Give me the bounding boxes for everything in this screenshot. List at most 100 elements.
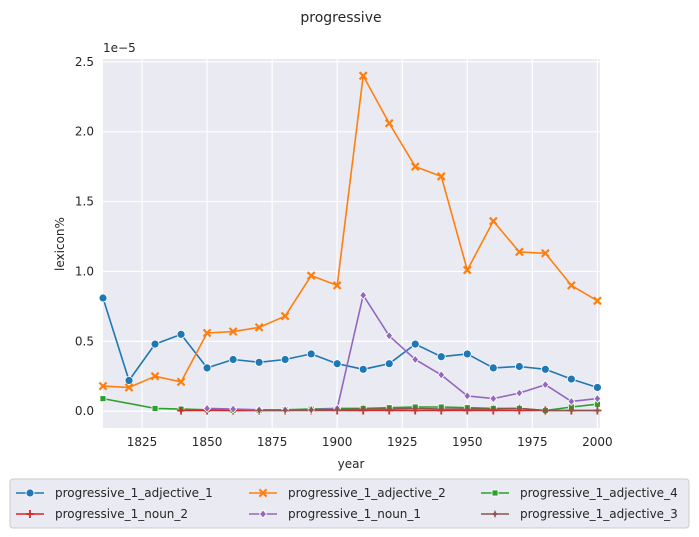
data-point [280,355,290,364]
data-point [98,293,108,303]
data-point [541,380,550,390]
series-markers [98,71,602,415]
data-point [436,172,446,181]
data-point [306,271,316,281]
data-point [254,406,264,415]
legend-marker [25,488,35,498]
data-point [410,162,420,172]
legend-marker [491,489,499,497]
data-point [176,377,186,387]
data-point [489,394,498,404]
y-axis-scale-label: 1e−5 [103,41,136,55]
y-tick-label: 2.5 [75,55,94,69]
x-tick-label: 1875 [257,435,288,449]
data-point [488,216,498,226]
data-point [150,339,160,349]
data-point [280,311,290,321]
data-point [541,406,550,415]
data-point [254,322,264,332]
x-axis-label: year [338,457,365,471]
data-point [385,404,394,414]
data-point [488,363,498,373]
data-point [437,404,446,414]
series-line [259,407,598,412]
y-tick-label: 2.0 [75,125,94,139]
data-point [359,290,368,300]
y-axis-ticks: 0.0 0.5 1.0 1.5 2.0 2.5 [75,55,94,418]
legend-label: progressive_1_noun_1 [288,507,421,521]
data-point [176,329,186,339]
y-tick-label: 1.0 [75,264,94,278]
plot-background [103,59,600,428]
x-tick-label: 1825 [127,435,158,449]
data-point [229,404,238,414]
legend-label: progressive_1_adjective_3 [520,507,678,521]
data-point [124,376,134,385]
legend-marker [26,510,34,518]
data-point [593,394,602,404]
x-tick-label: 1925 [387,435,418,449]
data-point [384,118,394,128]
chart-title: progressive [300,10,381,26]
data-point [515,404,524,413]
data-point [567,396,576,407]
data-point [280,406,290,415]
x-tick-label: 1975 [517,435,548,449]
x-tick-label: 1850 [192,435,223,449]
legend-label: progressive_1_adjective_4 [520,486,678,500]
x-axis-ticks: 1825 1850 1875 1900 1925 1950 1975 2000 [127,435,613,449]
legend-label: progressive_1_adjective_1 [55,486,213,500]
data-point [202,328,212,338]
data-point [437,370,446,380]
data-point [124,383,134,392]
y-tick-label: 1.5 [75,195,94,209]
data-point [515,388,524,398]
data-point [177,406,186,415]
data-point [463,404,472,414]
legend-box [9,478,690,529]
data-point [566,281,576,290]
data-point [306,349,316,359]
legend-marker [259,509,267,519]
data-point [254,357,264,367]
data-point [358,71,368,81]
data-point [358,364,368,374]
data-point [98,381,108,391]
data-point [384,359,394,369]
data-point [411,354,420,365]
data-point [359,404,368,414]
legend: progressive_1_adjective_1 progressive_1_a… [9,478,690,529]
data-point [228,327,238,336]
legend-items: progressive_1_adjective_1 progressive_1_a… [16,486,678,521]
legend-label: progressive_1_adjective_2 [288,486,446,500]
data-point [410,339,420,349]
data-point [514,362,524,371]
data-point [411,404,420,413]
data-point [202,363,212,373]
y-tick-label: 0.5 [75,334,94,348]
x-tick-label: 1900 [322,435,353,449]
grid [103,59,600,428]
series-line [102,75,598,389]
data-point [151,405,159,412]
y-tick-label: 0.0 [75,404,94,418]
data-point [592,383,602,392]
data-point [150,371,160,381]
data-point [228,355,238,364]
y-axis-label: lexicon% [53,217,67,271]
plot-area [98,59,602,428]
data-point [332,359,342,369]
data-point [566,374,576,384]
legend-marker [490,509,500,519]
data-point [540,364,550,374]
x-tick-label: 2000 [582,435,613,449]
data-point [203,403,212,414]
data-point [593,296,602,306]
data-point [99,395,107,403]
data-point [463,391,472,401]
data-point [385,331,394,341]
data-point [462,349,472,359]
legend-label: progressive_1_noun_2 [55,507,188,521]
data-point [306,405,316,415]
